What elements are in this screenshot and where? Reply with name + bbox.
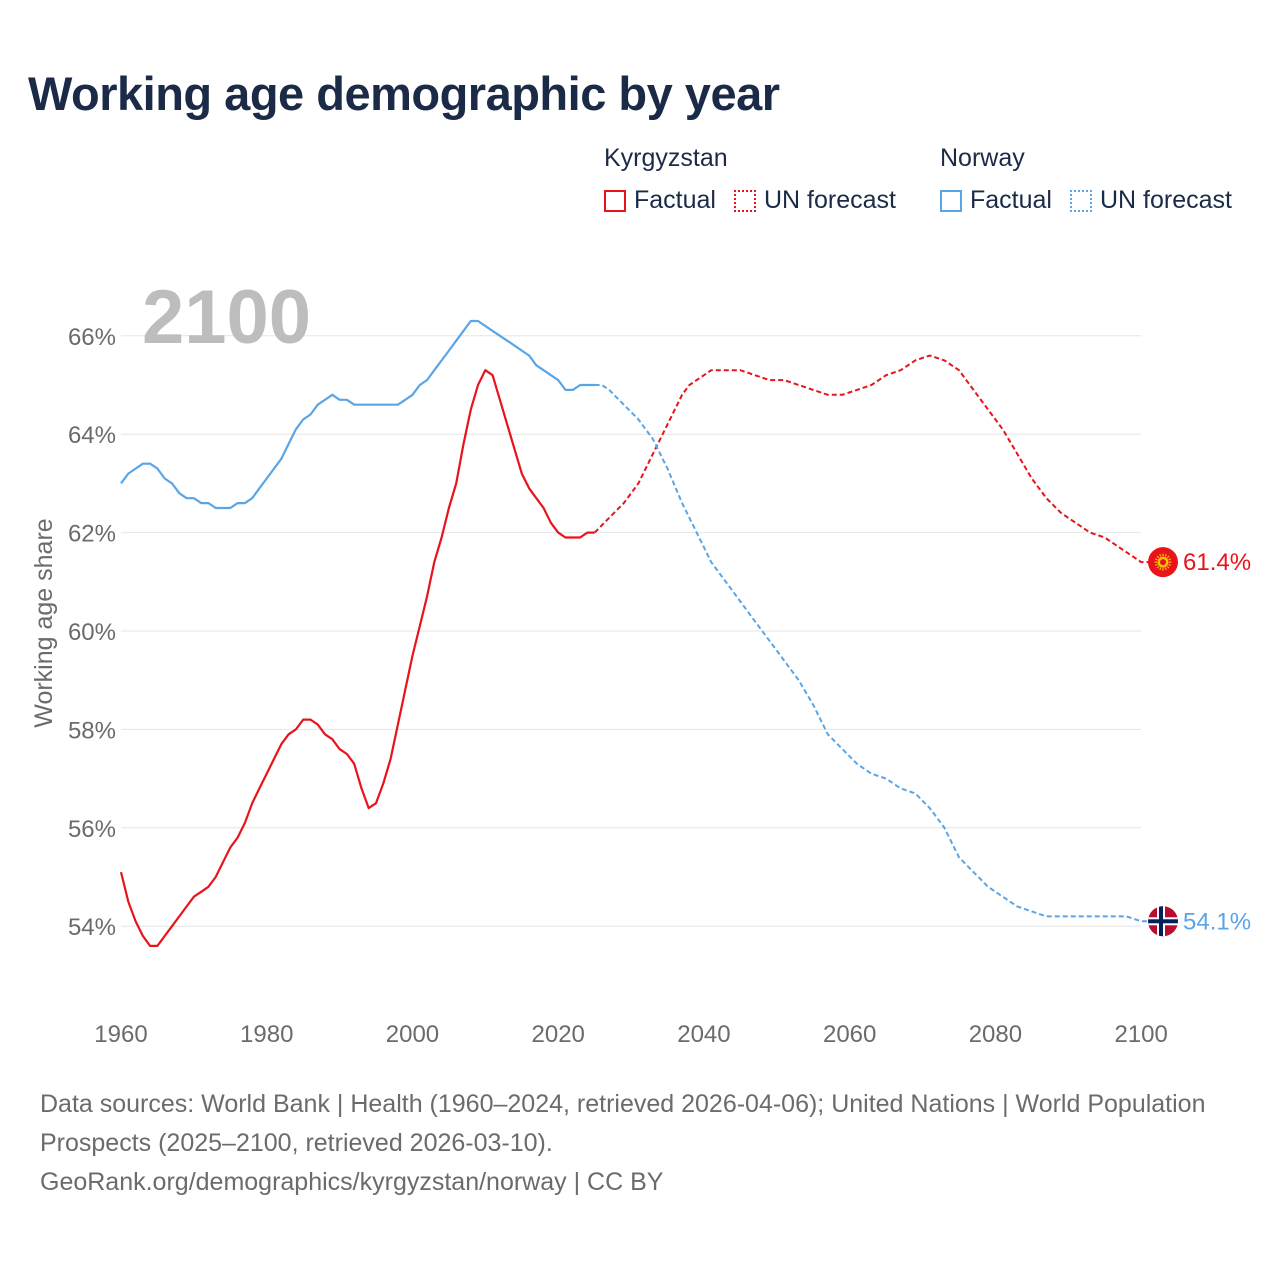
y-tick-label: 54% bbox=[68, 914, 116, 941]
legend-group-kyrgyzstan: Kyrgyzstan Factual UN forecast bbox=[604, 144, 914, 215]
series-line-kyrgyzstan-forecast[interactable] bbox=[593, 354, 1163, 564]
x-tick-label: 2080 bbox=[969, 1021, 1022, 1048]
series-line-kyrgyzstan-factual[interactable] bbox=[119, 369, 595, 947]
y-axis: 54% 56% 58% 60% 62% 64% 66% bbox=[68, 324, 116, 941]
end-markers: 61.4% 54.1% bbox=[1148, 547, 1251, 937]
x-tick-label: 2100 bbox=[1114, 1021, 1167, 1048]
x-tick-label: 2040 bbox=[677, 1021, 730, 1048]
legend-label-norway-forecast[interactable]: UN forecast bbox=[1099, 186, 1232, 214]
y-tick-label: 62% bbox=[68, 521, 116, 548]
legend-group-norway: Norway Factual UN forecast bbox=[940, 144, 1250, 215]
x-tick-label: 2000 bbox=[386, 1021, 439, 1048]
x-tick-label: 1980 bbox=[240, 1021, 293, 1048]
chart-title: Working age demographic by year bbox=[28, 67, 780, 120]
footer: Data sources: World Bank | Health (1960–… bbox=[40, 1085, 1220, 1202]
legend-label-norway-factual[interactable]: Factual bbox=[970, 186, 1052, 214]
y-tick-label: 58% bbox=[68, 717, 116, 744]
legend-swatch-norway-factual[interactable] bbox=[940, 189, 962, 212]
flag-icon-norway bbox=[1148, 906, 1178, 937]
x-tick-label: 2060 bbox=[823, 1021, 876, 1048]
series-line-norway-factual[interactable] bbox=[120, 319, 595, 510]
legend-swatch-norway-forecast[interactable] bbox=[1069, 189, 1092, 212]
data-sources: Data sources: World Bank | Health (1960–… bbox=[40, 1090, 1206, 1157]
y-tick-label: 56% bbox=[68, 816, 116, 843]
grid bbox=[121, 335, 1141, 927]
series-line-norway-forecast[interactable] bbox=[594, 384, 1163, 923]
credit-link[interactable]: GeoRank.org/demographics/kyrgyzstan/norw… bbox=[40, 1168, 664, 1196]
end-value-label-kyrgyzstan: 61.4% bbox=[1183, 549, 1251, 576]
x-tick-label: 2020 bbox=[532, 1021, 585, 1048]
y-tick-label: 60% bbox=[68, 619, 116, 646]
end-value-label-norway: 54.1% bbox=[1183, 908, 1251, 935]
x-axis: 1960 1980 2000 2020 2040 2060 2080 2100 bbox=[94, 1021, 1168, 1048]
line-chart: 2100 Working age share 54% 56% 58% 60% 62% 64… bbox=[30, 275, 1251, 1048]
legend-label-kyrgyzstan-factual[interactable]: Factual bbox=[634, 186, 716, 214]
legend-country-norway: Norway bbox=[940, 144, 1025, 172]
y-axis-label: Working age share bbox=[30, 518, 58, 727]
legend-swatch-kyrgyzstan-forecast[interactable] bbox=[733, 189, 756, 212]
y-tick-label: 66% bbox=[68, 324, 116, 351]
legend-label-kyrgyzstan-forecast[interactable]: UN forecast bbox=[763, 186, 896, 214]
series bbox=[119, 319, 1163, 947]
legend-swatch-kyrgyzstan-factual[interactable] bbox=[604, 189, 626, 212]
flag-icon-kyrgyzstan bbox=[1148, 547, 1178, 578]
legend-country-kyrgyzstan: Kyrgyzstan bbox=[604, 144, 728, 172]
x-tick-label: 1960 bbox=[94, 1021, 147, 1048]
year-watermark: 2100 bbox=[142, 275, 311, 360]
y-tick-label: 64% bbox=[68, 422, 116, 449]
